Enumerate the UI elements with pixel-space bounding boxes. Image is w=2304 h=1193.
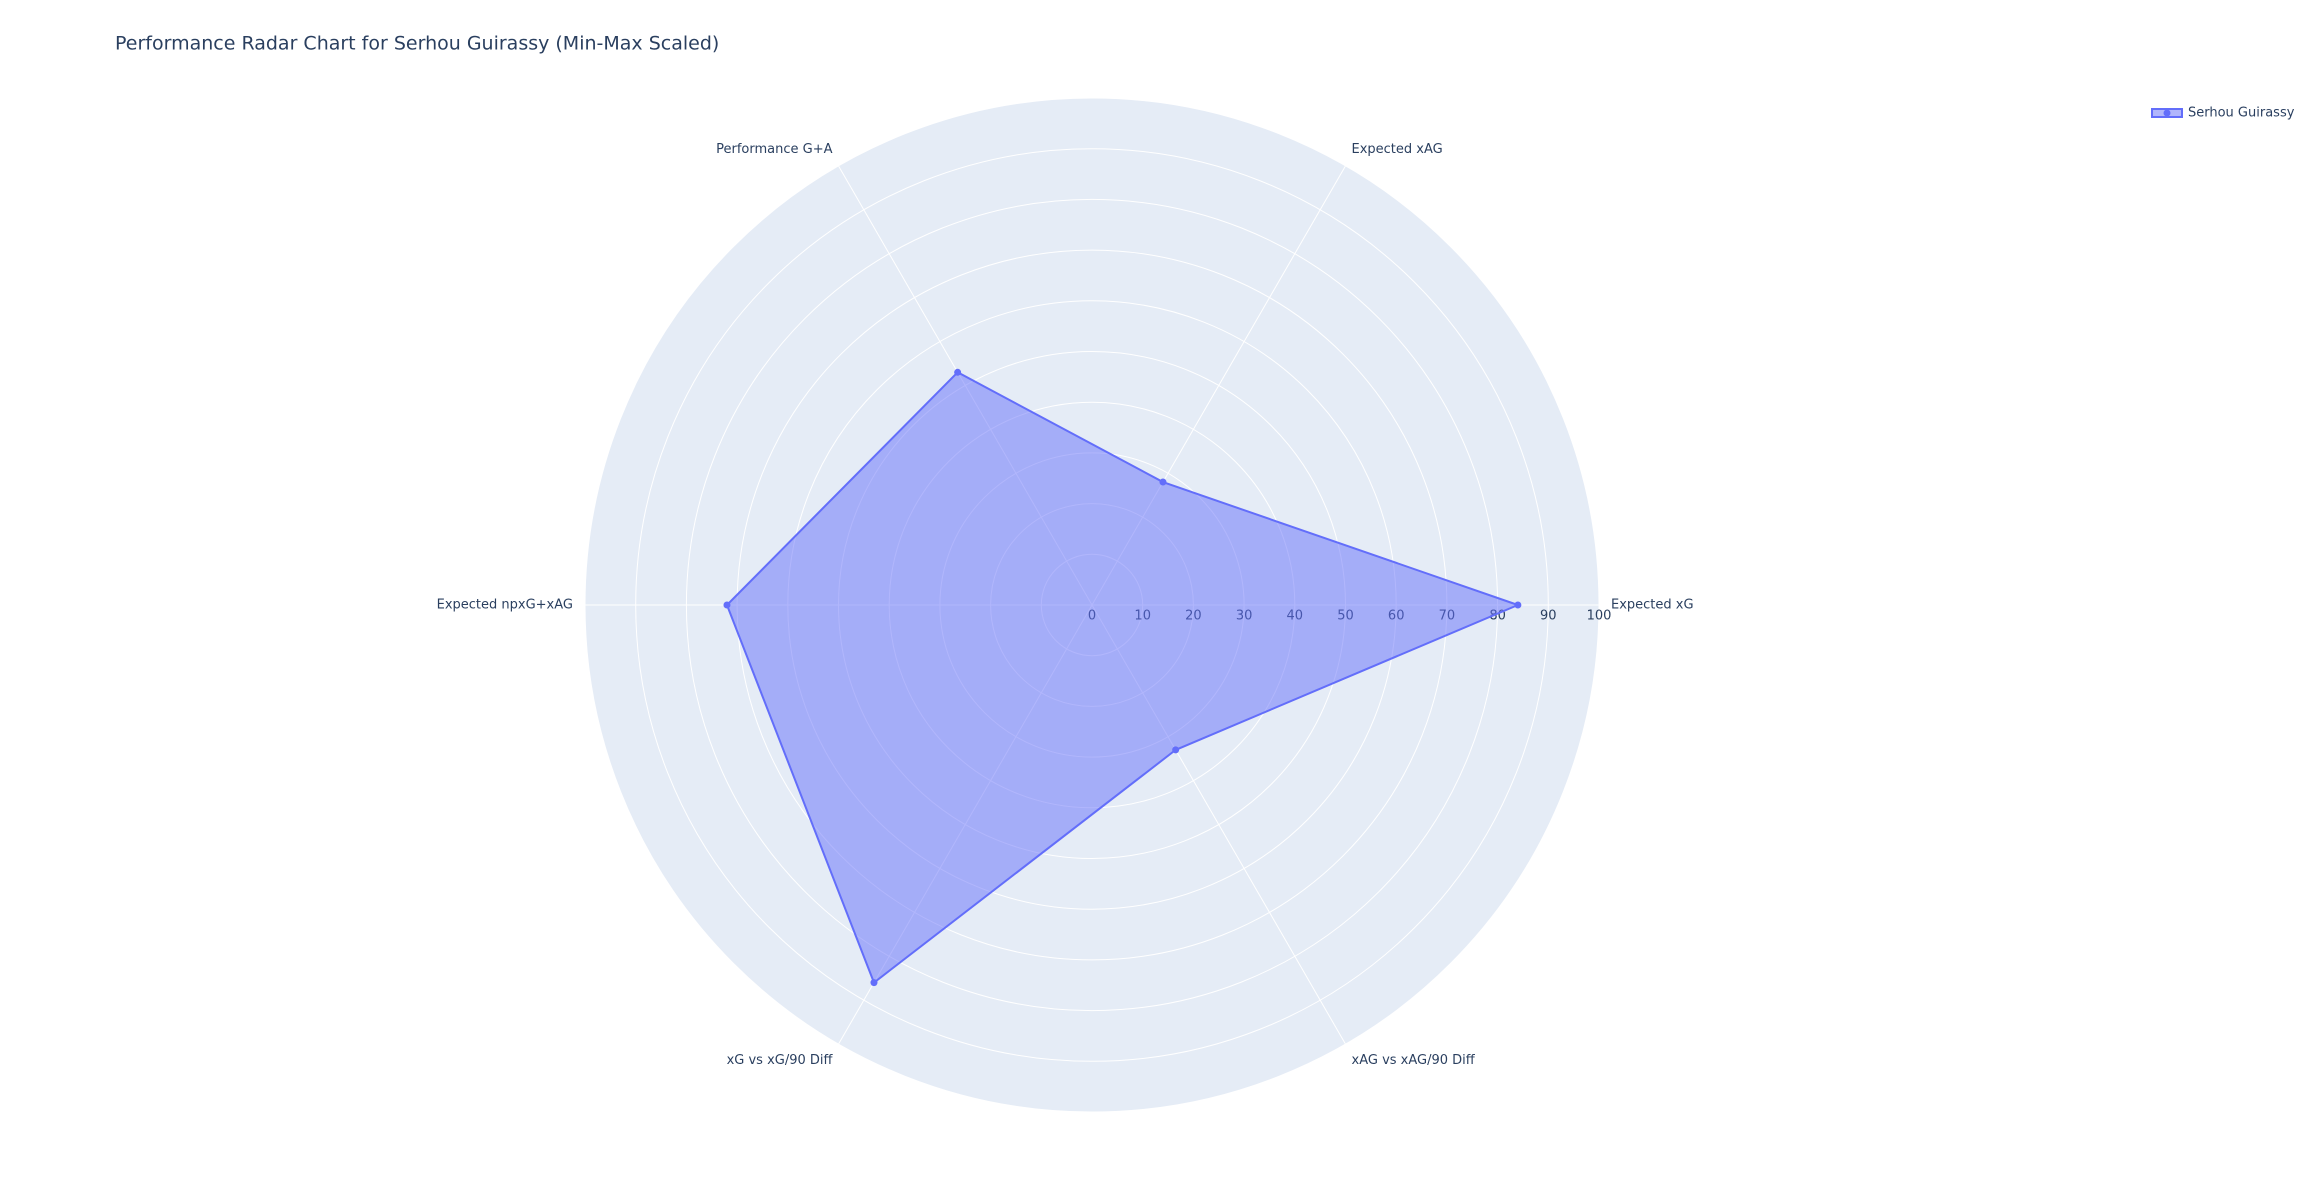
category-label: xAG vs xAG/90 Diff: [1352, 1053, 1476, 1068]
data-point: [723, 601, 731, 609]
category-label: Performance G+A: [716, 142, 832, 157]
category-label: Expected npxG+xAG: [437, 598, 573, 613]
data-point: [1159, 478, 1167, 486]
legend-label: Serhou Guirassy: [2188, 106, 2295, 121]
category-label: Expected xG: [1611, 598, 1694, 613]
category-label: xG vs xG/90 Diff: [727, 1053, 834, 1068]
data-point: [1172, 746, 1180, 754]
chart-title: Performance Radar Chart for Serhou Guira…: [115, 33, 719, 55]
legend-marker: [2163, 109, 2171, 117]
data-point: [954, 368, 962, 376]
radial-tick-label: 90: [1540, 609, 1557, 624]
data-point: [1514, 601, 1522, 609]
category-label: Expected xAG: [1352, 142, 1443, 157]
radial-tick-label: 100: [1587, 609, 1612, 624]
data-point: [870, 979, 878, 987]
